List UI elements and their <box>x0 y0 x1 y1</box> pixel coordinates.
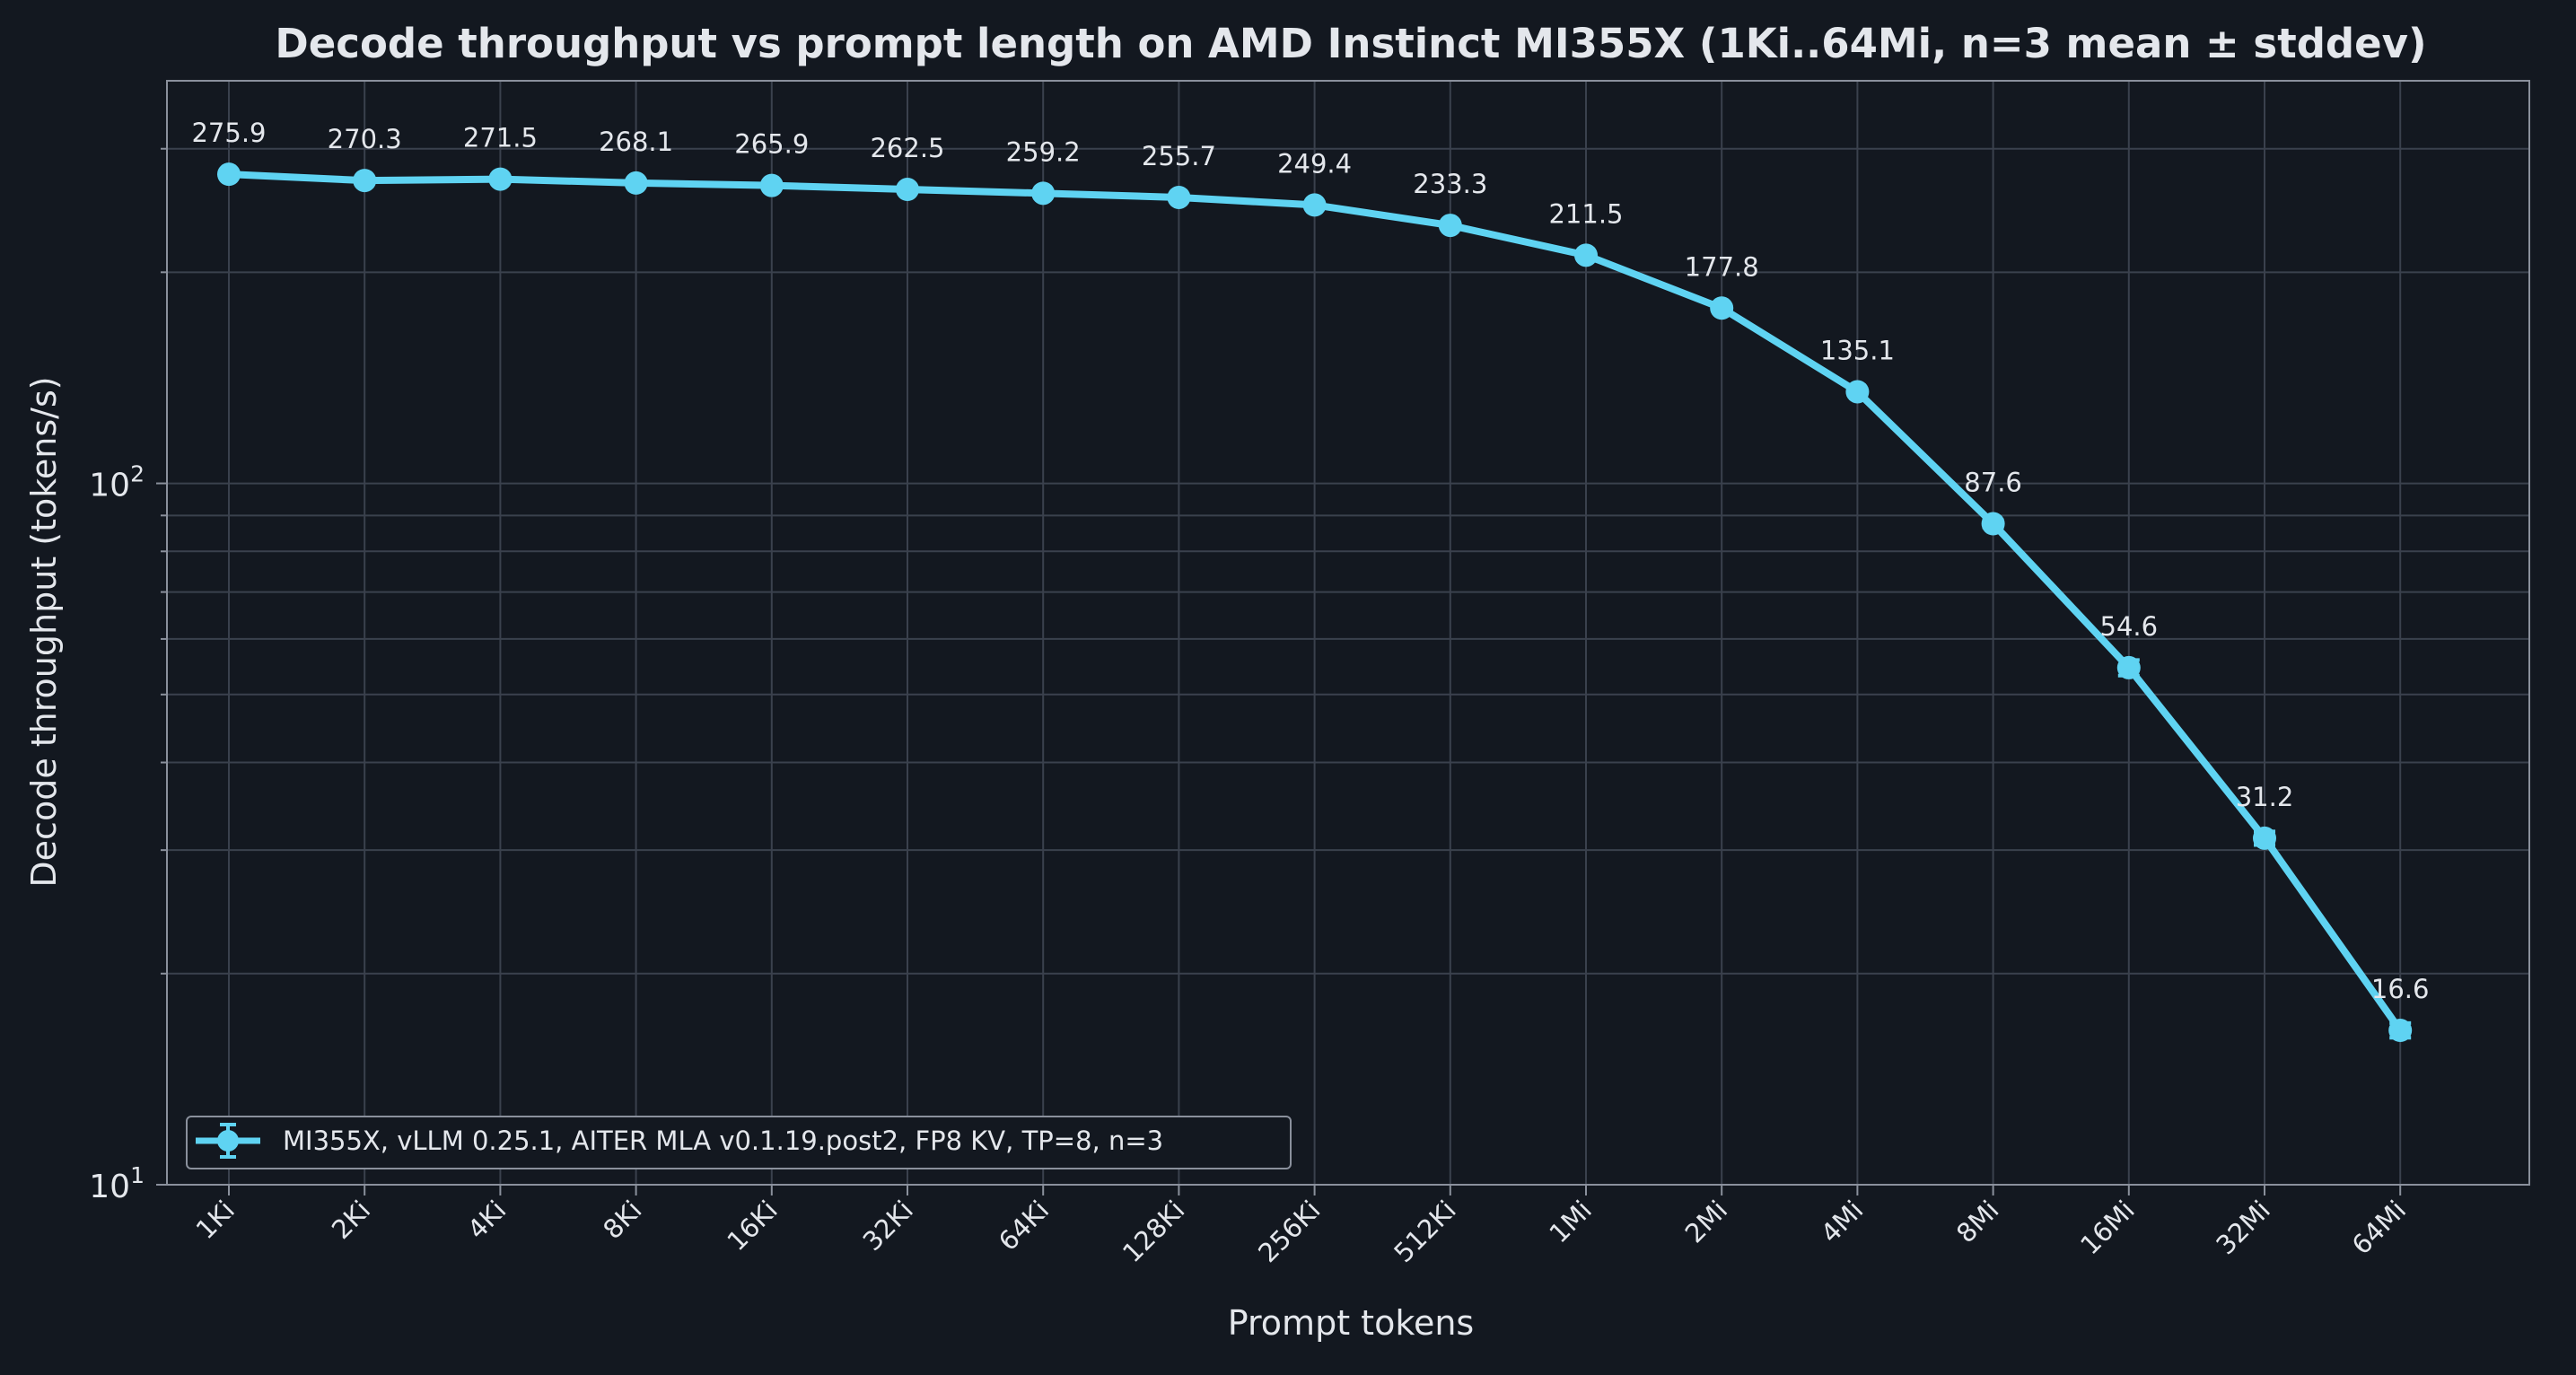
data-label: 135.1 <box>1820 335 1895 365</box>
data-label: 233.3 <box>1413 169 1487 199</box>
data-point <box>1710 296 1734 320</box>
data-label: 31.2 <box>2236 782 2294 812</box>
legend-marker-point <box>217 1130 239 1152</box>
data-label: 211.5 <box>1548 198 1623 229</box>
data-labels: 275.9 270.3 271.5 268.1 265.9 262.5 259.2 255.7… <box>191 118 2429 1004</box>
data-label: 271.5 <box>463 123 538 153</box>
data-label: 177.8 <box>1685 251 1759 282</box>
chart-title: Decode throughput vs prompt length on AM… <box>275 20 2426 67</box>
data-label: 259.2 <box>1006 136 1081 167</box>
data-point <box>1845 380 1870 404</box>
data-point <box>2388 1019 2413 1043</box>
data-point <box>488 167 513 191</box>
legend: MI355X, vLLM 0.25.1, AITER MLA v0.1.19.p… <box>186 1116 1292 1169</box>
data-point <box>896 178 919 202</box>
data-point <box>624 171 648 195</box>
data-label: 270.3 <box>328 124 402 154</box>
data-label: 275.9 <box>191 118 266 148</box>
plot-frame <box>166 80 2530 1186</box>
data-label: 87.6 <box>1964 467 2022 497</box>
y-axis-title: Decode throughput (tokens/s) <box>24 376 64 887</box>
y-tick-label: 102 <box>89 461 145 504</box>
data-point <box>2116 655 2141 679</box>
data-point <box>1302 193 1327 217</box>
legend-series-label: MI355X, vLLM 0.25.1, AITER MLA v0.1.19.p… <box>283 1125 1163 1156</box>
data-point <box>1167 185 1191 209</box>
data-point <box>2253 826 2276 850</box>
x-axis-title: Prompt tokens <box>1228 1303 1474 1343</box>
data-point <box>1438 214 1462 238</box>
data-label: 16.6 <box>2371 974 2430 1004</box>
data-label: 54.6 <box>2100 611 2159 642</box>
data-label: 265.9 <box>734 129 809 160</box>
y-tick-label: 101 <box>89 1162 145 1205</box>
data-label: 249.4 <box>1277 148 1352 179</box>
data-point <box>1031 181 1056 206</box>
data-point <box>1981 512 2005 536</box>
data-point <box>1574 243 1598 267</box>
data-point <box>217 162 241 187</box>
legend-box <box>186 1116 1292 1169</box>
grid-lines <box>167 81 2529 1186</box>
data-label: 255.7 <box>1142 141 1216 171</box>
data-point <box>759 173 784 197</box>
data-label: 262.5 <box>870 133 944 163</box>
data-series <box>217 162 2413 1043</box>
data-label: 268.1 <box>599 127 673 157</box>
data-point <box>353 169 377 193</box>
